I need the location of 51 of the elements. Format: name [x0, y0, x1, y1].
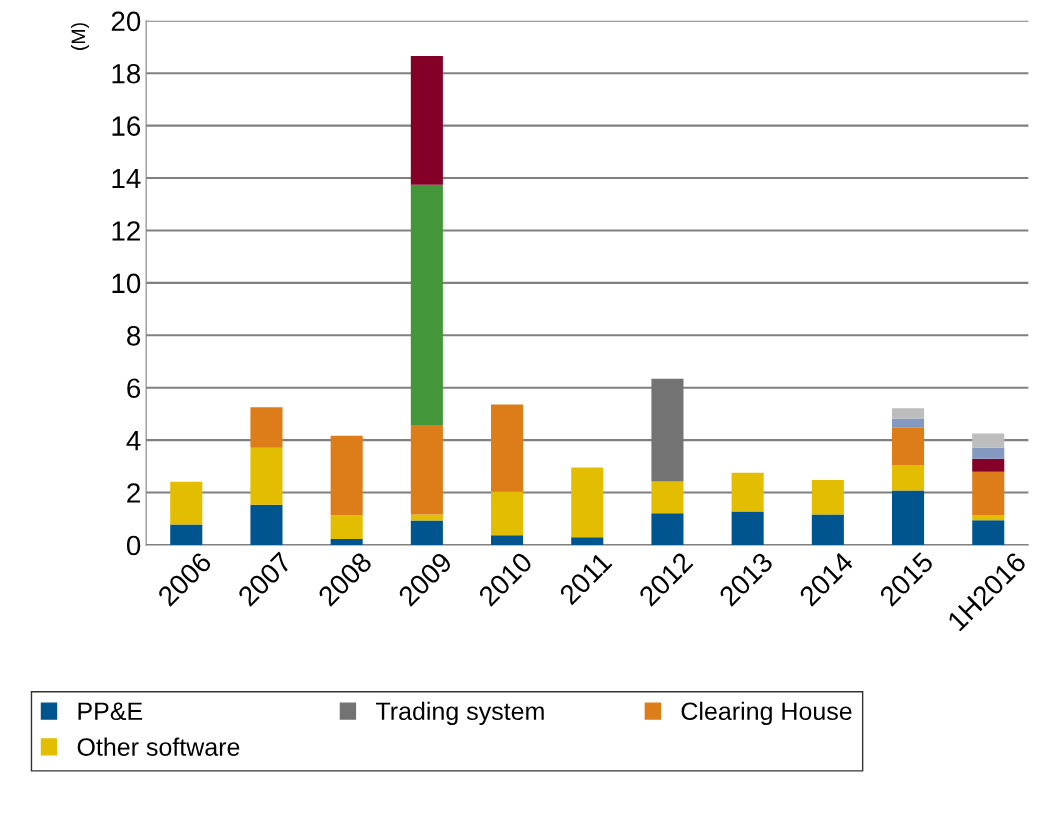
bar	[410, 514, 443, 521]
bar	[491, 535, 524, 545]
y-tick-label: 10	[112, 273, 141, 294]
bar	[972, 520, 1005, 545]
y-tick-label: 20	[111, 11, 141, 32]
bar	[410, 184, 443, 426]
y-tick-label: 14	[112, 169, 141, 189]
bar	[972, 471, 1005, 516]
bar	[250, 407, 283, 448]
bar	[892, 418, 925, 428]
bar	[491, 404, 524, 492]
bar	[571, 467, 604, 538]
bar	[972, 447, 1005, 459]
bar	[811, 514, 844, 545]
bar	[410, 425, 443, 515]
legend-label: Clearing House	[681, 701, 852, 726]
bar	[410, 520, 443, 545]
bar	[972, 458, 1005, 472]
legend-label: PP&E	[78, 702, 143, 721]
y-tick-label: 12	[112, 221, 140, 241]
bar	[731, 472, 764, 512]
bar	[651, 481, 684, 514]
bar	[892, 465, 925, 491]
bar	[170, 524, 203, 545]
bar	[892, 408, 925, 419]
y-tick-label: 6	[127, 378, 141, 399]
bar	[651, 513, 684, 545]
bar	[972, 433, 1005, 448]
bar	[811, 479, 844, 515]
bar	[330, 538, 363, 545]
bar	[250, 447, 283, 505]
bar	[410, 55, 443, 185]
y-tick-label: 2	[127, 483, 140, 503]
y-tick-label: 8	[127, 325, 141, 346]
y-tick-label: 18	[112, 63, 141, 84]
bar	[170, 481, 203, 525]
bar	[330, 435, 363, 516]
bar	[330, 515, 363, 539]
y-tick-label: 4	[126, 431, 141, 451]
bar	[731, 511, 764, 545]
bar	[892, 490, 925, 545]
y-axis-title: (M)	[70, 23, 90, 50]
bar	[491, 491, 524, 536]
bar	[651, 378, 684, 482]
y-tick-label: 16	[112, 116, 141, 136]
legend-label: Other software	[77, 737, 240, 756]
bar	[571, 537, 604, 545]
y-tick-label: 0	[126, 535, 141, 556]
bar	[892, 427, 925, 466]
bar	[250, 504, 283, 545]
legend-label: Trading system	[375, 701, 544, 726]
